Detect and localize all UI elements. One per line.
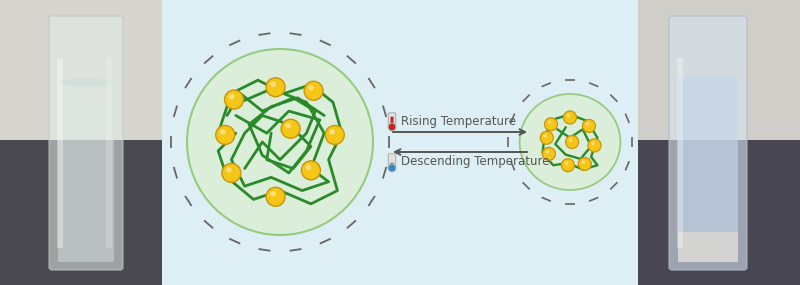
- Text: Rising Temperature: Rising Temperature: [401, 115, 516, 127]
- Circle shape: [565, 161, 568, 165]
- FancyBboxPatch shape: [388, 154, 396, 169]
- FancyBboxPatch shape: [677, 58, 683, 248]
- FancyBboxPatch shape: [388, 113, 396, 128]
- Circle shape: [388, 123, 396, 131]
- Circle shape: [266, 78, 285, 97]
- FancyBboxPatch shape: [638, 140, 800, 285]
- Circle shape: [270, 82, 276, 87]
- Circle shape: [286, 123, 291, 129]
- FancyBboxPatch shape: [58, 82, 114, 262]
- Circle shape: [220, 129, 226, 135]
- Circle shape: [588, 139, 601, 152]
- Circle shape: [229, 94, 234, 99]
- FancyBboxPatch shape: [638, 0, 800, 140]
- Circle shape: [222, 163, 241, 182]
- Circle shape: [543, 134, 547, 138]
- Circle shape: [388, 164, 396, 172]
- Circle shape: [569, 138, 573, 142]
- Circle shape: [545, 118, 558, 131]
- Circle shape: [326, 125, 344, 144]
- Ellipse shape: [59, 78, 113, 86]
- Circle shape: [578, 158, 591, 170]
- Circle shape: [582, 160, 585, 164]
- Circle shape: [330, 129, 335, 135]
- FancyBboxPatch shape: [669, 16, 747, 270]
- Circle shape: [225, 90, 243, 109]
- Circle shape: [582, 119, 595, 133]
- Circle shape: [542, 147, 555, 160]
- Circle shape: [216, 125, 234, 144]
- Circle shape: [270, 191, 276, 197]
- Circle shape: [302, 161, 321, 180]
- FancyBboxPatch shape: [678, 76, 738, 262]
- Circle shape: [548, 121, 551, 124]
- FancyBboxPatch shape: [0, 0, 162, 140]
- FancyBboxPatch shape: [49, 16, 123, 270]
- FancyBboxPatch shape: [390, 117, 394, 126]
- Circle shape: [308, 85, 314, 91]
- Circle shape: [281, 119, 300, 138]
- Circle shape: [566, 135, 578, 148]
- Circle shape: [562, 159, 574, 172]
- Text: Descending Temperature: Descending Temperature: [401, 156, 550, 168]
- Circle shape: [591, 142, 594, 145]
- FancyBboxPatch shape: [390, 163, 394, 167]
- Circle shape: [540, 131, 554, 144]
- FancyBboxPatch shape: [57, 58, 63, 248]
- Circle shape: [266, 187, 285, 206]
- Circle shape: [563, 111, 577, 124]
- Circle shape: [304, 81, 323, 100]
- Ellipse shape: [520, 94, 621, 190]
- Ellipse shape: [187, 49, 373, 235]
- Circle shape: [586, 122, 590, 126]
- Circle shape: [226, 167, 232, 173]
- Circle shape: [306, 164, 311, 170]
- FancyBboxPatch shape: [106, 58, 112, 248]
- FancyBboxPatch shape: [162, 0, 638, 285]
- Circle shape: [566, 114, 570, 117]
- Circle shape: [546, 150, 549, 154]
- FancyBboxPatch shape: [0, 140, 162, 285]
- FancyBboxPatch shape: [678, 232, 738, 262]
